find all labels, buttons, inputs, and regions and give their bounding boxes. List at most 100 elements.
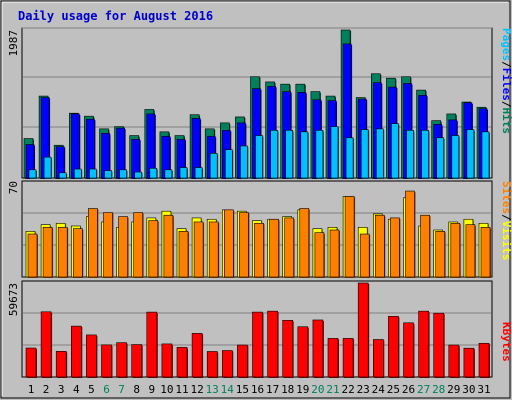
pages-bar-5 xyxy=(89,168,98,179)
pages-bar-8 xyxy=(134,171,143,179)
day-label-3: 3 xyxy=(58,383,65,396)
max-label-kbytes: 59673 xyxy=(7,283,20,316)
kbytes-bar-12 xyxy=(191,333,204,378)
sites-bar-21 xyxy=(329,229,340,278)
legend-1-part-1: / xyxy=(500,214,512,221)
sites-bar-6 xyxy=(103,212,114,278)
pages-bar-22 xyxy=(345,137,355,179)
day-label-7: 7 xyxy=(118,383,125,396)
day-label-17: 17 xyxy=(266,383,279,396)
day-label-6: 6 xyxy=(103,383,110,396)
day-label-5: 5 xyxy=(88,383,95,396)
day-label-28: 28 xyxy=(432,383,445,396)
day-label-2: 2 xyxy=(43,383,50,396)
pages-bar-7 xyxy=(119,169,128,179)
legend-0-part-2: Files xyxy=(500,68,512,101)
day-label-11: 11 xyxy=(175,383,188,396)
pages-bar-26 xyxy=(406,130,415,179)
pages-bar-4 xyxy=(74,168,83,179)
pages-bar-3 xyxy=(58,172,68,179)
pages-bar-18 xyxy=(285,130,294,179)
sites-bar-18 xyxy=(284,217,295,278)
day-label-30: 30 xyxy=(462,383,475,396)
sites-bar-12 xyxy=(193,221,205,278)
day-label-10: 10 xyxy=(160,383,173,396)
kbytes-bar-11 xyxy=(176,347,188,378)
day-axis-labels: 1 2 3 4 5 6 7 8 9 10 11 12 13 14 15 16 17 18 19 20 21 22 23 24 2… xyxy=(28,383,491,396)
kbytes-bar-24 xyxy=(372,339,385,378)
kbytes-bar-2 xyxy=(40,311,53,378)
sites-bar-14 xyxy=(224,209,235,278)
sites-bar-9 xyxy=(148,220,159,278)
day-label-21: 21 xyxy=(326,383,339,396)
day-label-8: 8 xyxy=(133,383,140,396)
kbytes-bar-25 xyxy=(388,316,400,378)
pages-bar-29 xyxy=(451,135,460,179)
pages-bar-21 xyxy=(330,126,339,179)
sites-bar-11 xyxy=(178,231,189,278)
kbytes-bar-29 xyxy=(448,344,460,378)
pages-bar-20 xyxy=(315,130,324,179)
legend-1-part-2: Visits xyxy=(500,221,512,261)
kbytes-bar-23 xyxy=(357,282,370,378)
sites-bar-25 xyxy=(390,217,401,278)
kbytes-bar-16 xyxy=(252,311,264,378)
legend-sites-visits: Sites/Visits xyxy=(500,181,512,261)
kbytes-bar-20 xyxy=(312,319,324,378)
day-label-29: 29 xyxy=(447,383,460,396)
legend-0-part-0: Pages xyxy=(500,28,512,61)
day-label-23: 23 xyxy=(357,383,370,396)
kbytes-bar-28 xyxy=(433,312,445,378)
sites-bar-7 xyxy=(118,216,129,278)
day-label-4: 4 xyxy=(73,383,80,396)
pages-bar-11 xyxy=(179,167,188,179)
legend-1-part-0: Sites xyxy=(500,181,512,214)
sites-bar-4 xyxy=(73,228,84,278)
sites-bar-16 xyxy=(254,222,265,278)
day-label-13: 13 xyxy=(206,383,219,396)
sites-bar-13 xyxy=(208,221,220,278)
kbytes-bar-8 xyxy=(131,344,143,378)
kbytes-bar-1 xyxy=(25,347,37,378)
legend-0-part-4: Hits xyxy=(500,108,512,135)
kbytes-bar-22 xyxy=(342,338,355,378)
pages-bar-1 xyxy=(28,169,37,179)
day-label-14: 14 xyxy=(221,383,235,396)
pages-bar-2 xyxy=(43,156,53,179)
pages-bar-23 xyxy=(360,129,370,179)
sites-bar-8 xyxy=(133,212,144,278)
sites-bar-17 xyxy=(269,218,280,278)
day-label-31: 31 xyxy=(477,383,490,396)
sites-bar-1 xyxy=(27,233,38,278)
sites-bar-28 xyxy=(435,231,446,278)
pages-bar-6 xyxy=(104,170,113,179)
kbytes-bar-7 xyxy=(116,342,128,378)
day-label-15: 15 xyxy=(236,383,249,396)
sites-bar-27 xyxy=(420,214,431,278)
pages-bar-13 xyxy=(209,153,219,179)
sites-bar-2 xyxy=(42,227,54,278)
kbytes-bar-3 xyxy=(55,351,68,378)
kbytes-bar-15 xyxy=(237,344,249,378)
max-label-hits: 1987 xyxy=(7,30,20,57)
day-label-27: 27 xyxy=(417,383,430,396)
day-label-20: 20 xyxy=(311,383,324,396)
kbytes-bar-4 xyxy=(71,325,83,378)
day-label-26: 26 xyxy=(402,383,415,396)
legend-2-part-0: KBytes xyxy=(500,322,512,362)
pages-bar-14 xyxy=(225,149,234,179)
day-label-22: 22 xyxy=(341,383,354,396)
day-label-9: 9 xyxy=(148,383,155,396)
legend-0-part-3: / xyxy=(500,101,512,108)
kbytes-bar-9 xyxy=(146,311,158,378)
kbytes-bar-6 xyxy=(101,344,113,378)
sites-bar-22 xyxy=(344,196,356,278)
pages-bar-31 xyxy=(481,131,490,179)
pages-bar-15 xyxy=(240,145,249,179)
legend-kbytes: KBytes xyxy=(500,322,512,362)
sites-bar-26 xyxy=(405,190,416,278)
sites-bar-20 xyxy=(314,232,325,278)
sites-bar-10 xyxy=(163,214,174,278)
